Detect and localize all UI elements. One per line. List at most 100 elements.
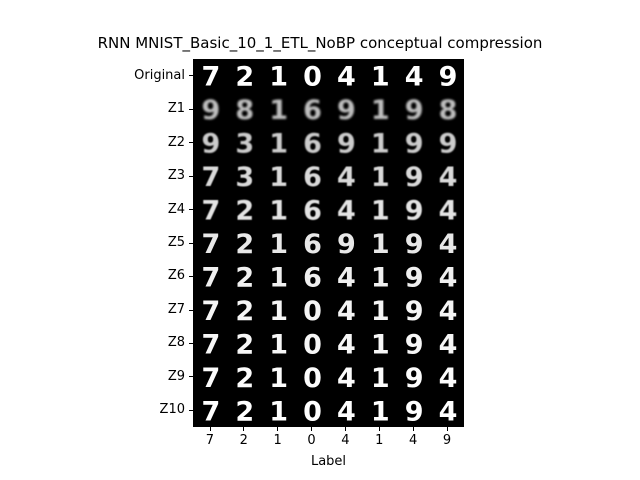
y-tick — [189, 276, 193, 277]
digit-cell: 1 — [269, 95, 288, 126]
digit-cell: 1 — [269, 196, 288, 227]
digit-cell: 4 — [439, 396, 458, 427]
digit-cell: 7 — [202, 262, 221, 293]
y-tick — [189, 343, 193, 344]
digit-cell: 4 — [337, 62, 356, 93]
y-tick — [189, 410, 193, 411]
digit-cell: 1 — [371, 129, 390, 160]
digit-cell: 1 — [269, 62, 288, 93]
y-tick-label: Original — [134, 69, 185, 83]
digit-cell: 8 — [235, 95, 254, 126]
digit-cell: 7 — [202, 363, 221, 394]
digit-cell: 6 — [303, 162, 322, 193]
digit-cell: 7 — [202, 62, 221, 93]
digit-cell: 1 — [269, 162, 288, 193]
digit-cell: 4 — [337, 196, 356, 227]
digit-cell: 2 — [235, 329, 254, 360]
digit-cells: 7 2 1 0 4 1 4 99 8 1 6 9 1 9 89 3 1 6 9 1 9 97 3 1 6 4 1 9 47 2 1 6 4 1 9 4… — [194, 60, 465, 428]
x-tick-label: 4 — [335, 433, 355, 448]
digit-cell: 1 — [269, 329, 288, 360]
digit-cell: 7 — [202, 162, 221, 193]
digit-cell: 1 — [269, 363, 288, 394]
digit-cell: 9 — [405, 262, 424, 293]
y-tick — [189, 142, 193, 143]
digit-cell: 6 — [303, 129, 322, 160]
y-tick-label: Z5 — [168, 236, 185, 250]
x-tick — [311, 427, 312, 431]
digit-cell: 4 — [439, 363, 458, 394]
digit-cell: 0 — [303, 296, 322, 327]
x-tick — [345, 427, 346, 431]
digit-cell: 9 — [405, 296, 424, 327]
digit-cell: 1 — [371, 396, 390, 427]
digit-cell: 1 — [269, 129, 288, 160]
digit-cell: 4 — [439, 162, 458, 193]
digit-cell: 2 — [235, 196, 254, 227]
y-tick-label: Z3 — [168, 169, 185, 183]
digit-cell: 7 — [202, 229, 221, 260]
y-tick — [189, 75, 193, 76]
digit-cell: 4 — [439, 329, 458, 360]
x-tick-label: 2 — [234, 433, 254, 448]
digit-cell: 2 — [235, 296, 254, 327]
digit-cell: 1 — [269, 396, 288, 427]
x-tick — [243, 427, 244, 431]
digit-cell: 4 — [405, 62, 424, 93]
digit-cell: 4 — [337, 396, 356, 427]
digit-cell: 9 — [337, 95, 356, 126]
digit-cell: 4 — [439, 296, 458, 327]
digit-cell: 1 — [371, 229, 390, 260]
digit-cell: 9 — [337, 129, 356, 160]
x-axis-label: Label — [193, 454, 464, 469]
digit-cell: 7 — [202, 396, 221, 427]
digit-cell: 3 — [235, 162, 254, 193]
digit-cell: 4 — [337, 162, 356, 193]
digit-cell: 8 — [439, 95, 458, 126]
y-tick-label: Z7 — [168, 303, 185, 317]
digit-cell: 9 — [202, 95, 221, 126]
y-tick-label: Z9 — [168, 370, 185, 384]
digit-cell: 4 — [337, 262, 356, 293]
x-tick-label: 1 — [268, 433, 288, 448]
digit-cell: 6 — [303, 196, 322, 227]
digit-cell: 1 — [371, 62, 390, 93]
digit-cell: 7 — [202, 196, 221, 227]
digit-cell: 9 — [337, 229, 356, 260]
y-tick-label: Z8 — [168, 336, 185, 350]
digit-cell: 2 — [235, 229, 254, 260]
x-tick — [210, 427, 211, 431]
digit-cell: 4 — [439, 229, 458, 260]
digit-cell: 2 — [235, 363, 254, 394]
digit-cell: 2 — [235, 396, 254, 427]
x-tick — [413, 427, 414, 431]
x-tick-label: 9 — [437, 433, 457, 448]
digit-cell: 4 — [439, 196, 458, 227]
digit-cell: 4 — [337, 296, 356, 327]
digit-cell: 9 — [405, 162, 424, 193]
x-tick-label: 7 — [200, 433, 220, 448]
chart-title: RNN MNIST_Basic_10_1_ETL_NoBP conceptual… — [0, 34, 640, 52]
digit-cell: 4 — [439, 262, 458, 293]
y-tick-label: Z1 — [168, 102, 185, 116]
digit-cell: 1 — [371, 196, 390, 227]
digit-cell: 1 — [269, 229, 288, 260]
digit-cell: 4 — [337, 329, 356, 360]
digit-cell: 9 — [405, 229, 424, 260]
digit-cell: 6 — [303, 262, 322, 293]
digit-cell: 1 — [371, 329, 390, 360]
x-tick-label: 0 — [302, 433, 322, 448]
digit-cell: 4 — [337, 363, 356, 394]
digit-cell: 6 — [303, 229, 322, 260]
y-tick — [189, 310, 193, 311]
y-tick — [189, 243, 193, 244]
digit-cell: 2 — [235, 262, 254, 293]
digit-cell: 7 — [202, 296, 221, 327]
digit-cell: 9 — [405, 329, 424, 360]
digit-cell: 6 — [303, 95, 322, 126]
digit-cell: 0 — [303, 396, 322, 427]
digit-cell: 0 — [303, 363, 322, 394]
digit-cell: 9 — [405, 95, 424, 126]
y-tick — [189, 109, 193, 110]
